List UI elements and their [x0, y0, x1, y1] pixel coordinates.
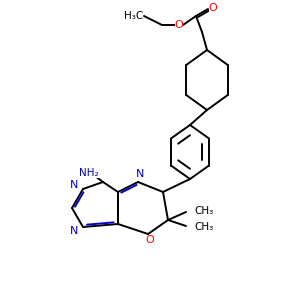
Text: N: N [70, 180, 78, 190]
Text: CH₃: CH₃ [194, 222, 213, 232]
Text: N: N [136, 169, 144, 179]
Text: NH₂: NH₂ [79, 168, 99, 178]
Text: O: O [208, 3, 217, 13]
Text: N: N [70, 226, 78, 236]
Text: CH₃: CH₃ [194, 206, 213, 216]
Text: O: O [175, 20, 183, 30]
Text: H₃C: H₃C [124, 11, 143, 21]
Text: O: O [146, 235, 154, 245]
